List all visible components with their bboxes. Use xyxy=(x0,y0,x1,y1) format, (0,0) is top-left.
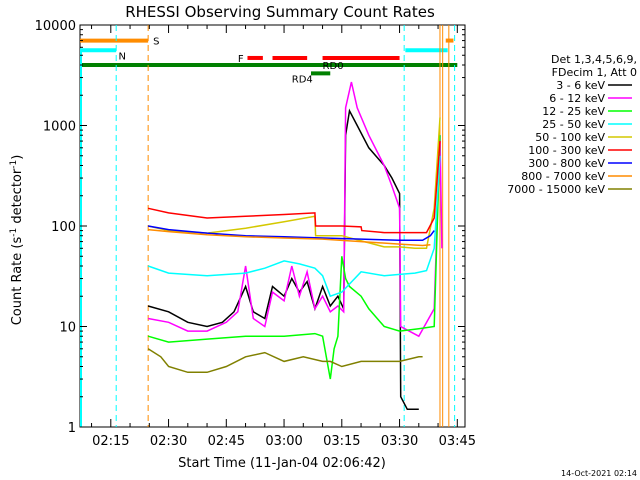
x-axis-label: Start Time (11-Jan-04 02:06:42) xyxy=(178,456,386,471)
y-axis-label-sup-2: -1 xyxy=(9,160,19,169)
series-line-7000-15000-kev xyxy=(147,348,423,374)
x-tick-label: 02:15 xyxy=(92,434,129,449)
y-axis-label-tail: detector xyxy=(10,168,25,228)
y-tick-label: 1 xyxy=(68,421,76,436)
flag-label-rd0: RD0 xyxy=(323,61,344,72)
y-tick-label: 1000 xyxy=(43,120,76,135)
legend-entry-label: 3 - 6 keV xyxy=(556,79,605,92)
y-tick-label: 10000 xyxy=(35,19,76,34)
y-tick-label: 100 xyxy=(51,220,76,235)
x-tick-label: 03:30 xyxy=(381,434,418,449)
series-line-100-300-kev xyxy=(147,141,441,234)
legend-entry-label: 6 - 12 keV xyxy=(549,92,605,105)
x-axis: 02:15 02:30 02:45 03:00 03:15 03:30 03:45 xyxy=(91,25,476,449)
series-line-800-7000-kev xyxy=(148,228,431,247)
x-tick-label: 02:45 xyxy=(208,434,245,449)
flag-label-f: F xyxy=(238,54,244,65)
flag-label-rd4: RD4 xyxy=(292,74,313,85)
y-axis: 1 10 100 1000 10000 xyxy=(35,19,465,436)
series-line-6-12-kev xyxy=(147,81,443,338)
y-axis-label-sup-1: -1 xyxy=(9,228,19,237)
x-tick-label: 03:00 xyxy=(265,434,302,449)
legend: Det 1,3,4,5,6,9,FDecim 1, Att 03 - 6 keV… xyxy=(507,53,637,196)
observing-flags: S N F RD0 RD4 xyxy=(80,37,458,85)
series-line-300-800-kev xyxy=(147,225,435,242)
series-line-25-50-kev xyxy=(147,155,441,298)
flag-label-n: N xyxy=(119,51,126,62)
x-tick-label: 03:45 xyxy=(439,434,476,449)
series-line-50-100-kev xyxy=(147,117,441,250)
legend-entry-label: 100 - 300 keV xyxy=(528,144,605,157)
x-tick-label: 02:30 xyxy=(150,434,187,449)
series-line-12-25-kev xyxy=(147,135,441,380)
legend-entry-label: 300 - 800 keV xyxy=(528,157,605,170)
legend-entry-label: 50 - 100 keV xyxy=(535,131,605,144)
event-vertical-lines xyxy=(80,25,456,427)
legend-entry-label: 7000 - 15000 keV xyxy=(507,183,605,196)
legend-header: FDecim 1, Att 0 xyxy=(552,66,637,79)
y-axis-label-end: ) xyxy=(10,155,25,160)
y-axis-label-main: Count Rate (s xyxy=(10,237,25,326)
y-axis-label: Count Rate (s-1 detector-1) xyxy=(9,155,25,326)
chart-title: RHESSI Observing Summary Count Rates xyxy=(125,3,435,21)
plot-frame xyxy=(79,24,466,428)
footer-timestamp: 14-Oct-2021 02:14 xyxy=(561,469,637,478)
flag-label-s: S xyxy=(153,37,159,48)
series-line-3-6-kev xyxy=(147,108,419,411)
x-tick-label: 03:15 xyxy=(323,434,360,449)
legend-entry-label: 12 - 25 keV xyxy=(542,105,605,118)
legend-entry-label: 800 - 7000 keV xyxy=(521,170,605,183)
legend-header: Det 1,3,4,5,6,9, xyxy=(551,53,637,66)
y-tick-label: 10 xyxy=(59,321,76,336)
count-rate-series xyxy=(147,81,443,411)
legend-entry-label: 25 - 50 keV xyxy=(542,118,605,131)
